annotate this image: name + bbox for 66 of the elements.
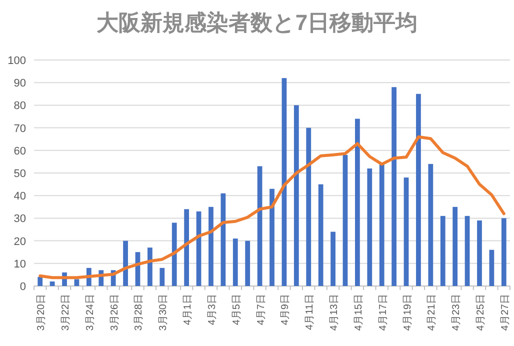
bar xyxy=(440,216,446,286)
x-tick-label: 4月15日 xyxy=(353,294,364,331)
bar xyxy=(282,78,287,286)
x-tick-label: 4月19日 xyxy=(402,294,414,331)
x-tick-label: 3月24日 xyxy=(84,294,96,331)
bar xyxy=(270,188,274,286)
x-tick-label: 4月5日 xyxy=(231,294,242,326)
y-tick-label: 10 xyxy=(14,258,26,270)
bar xyxy=(232,238,238,286)
x-tick-label: 4月13日 xyxy=(329,294,340,331)
bar xyxy=(342,154,348,286)
x-tick-label: 4月1日 xyxy=(182,294,194,326)
x-tick-label: 3月28日 xyxy=(134,294,145,331)
bar xyxy=(74,279,80,286)
bar xyxy=(123,240,128,286)
bar xyxy=(501,218,506,286)
bar xyxy=(306,128,312,286)
y-tick-label: 50 xyxy=(14,168,26,180)
x-tick-label: 4月11日 xyxy=(304,294,316,330)
bar xyxy=(489,250,494,286)
bar xyxy=(428,164,434,286)
bar xyxy=(208,206,214,286)
bar xyxy=(404,178,409,286)
x-tick-label: 3月22日 xyxy=(60,294,72,331)
bar xyxy=(379,164,384,286)
bar xyxy=(367,168,372,286)
bar xyxy=(294,105,299,286)
y-tick-label: 70 xyxy=(14,122,26,135)
bar xyxy=(50,281,55,286)
bar xyxy=(354,118,360,286)
x-tick-label: 4月21日 xyxy=(426,294,438,331)
x-tick-label: 3月26日 xyxy=(109,294,120,331)
y-tick-label: 90 xyxy=(14,78,26,90)
x-tick-label: 4月3日 xyxy=(206,294,218,326)
y-tick-label: 80 xyxy=(14,100,26,112)
y-tick-label: 0 xyxy=(20,281,26,293)
y-tick-label: 40 xyxy=(14,190,26,203)
bar xyxy=(464,216,470,286)
x-tick-label: 4月25日 xyxy=(475,294,486,331)
line-series xyxy=(38,135,506,280)
bar xyxy=(245,240,250,286)
bar xyxy=(330,232,336,286)
bar xyxy=(38,276,43,286)
bar xyxy=(148,248,152,286)
y-tick-label: 20 xyxy=(14,236,26,248)
x-tick-label: 4月7日 xyxy=(256,294,267,326)
bar xyxy=(257,166,262,286)
y-tick-label: 30 xyxy=(14,213,26,226)
bar xyxy=(452,206,458,286)
x-tick-label: 4月9日 xyxy=(280,294,292,326)
y-tick-label: 100 xyxy=(8,55,26,67)
bar xyxy=(184,209,190,286)
x-tick-label: 3月30日 xyxy=(158,294,170,331)
bar xyxy=(160,268,165,286)
x-tick-label: 3月20日 xyxy=(36,294,48,331)
chart-title: 大阪新規感染者数と7日移動平均 xyxy=(96,10,418,35)
x-tick-label: 4月23日 xyxy=(451,294,462,331)
x-tick-label: 4月27日 xyxy=(500,294,511,331)
bar xyxy=(220,193,226,286)
bar xyxy=(416,94,421,286)
bar xyxy=(392,87,396,286)
bar xyxy=(477,220,482,286)
x-tick-label: 4月17日 xyxy=(378,294,389,331)
y-tick-label: 60 xyxy=(14,145,26,158)
bar xyxy=(318,184,324,286)
bar xyxy=(172,222,177,286)
